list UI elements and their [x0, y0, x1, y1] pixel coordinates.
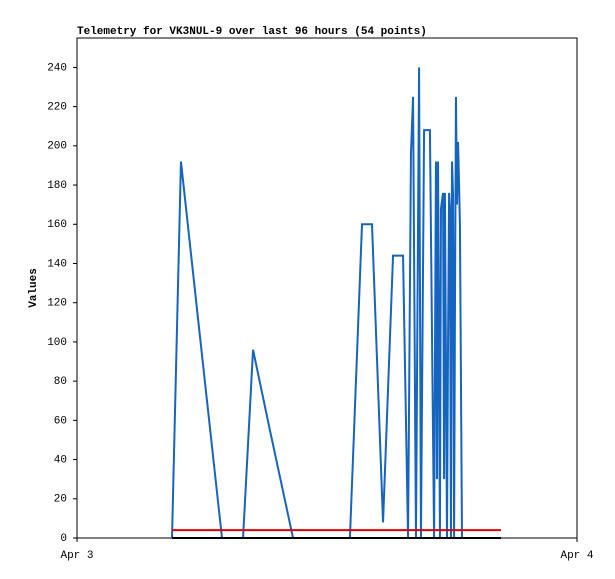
y-tick-label: 180 [47, 180, 67, 192]
y-tick-label: 240 [47, 62, 67, 74]
y-tick-label: 80 [54, 376, 67, 388]
y-tick-label: 20 [54, 494, 67, 506]
y-tick-label: 120 [47, 298, 67, 310]
y-tick-label: 140 [47, 258, 67, 270]
y-tick-label: 100 [47, 337, 67, 349]
y-tick-label: 160 [47, 219, 67, 231]
y-tick-label: 0 [60, 533, 67, 545]
chart-title: Telemetry for VK3NUL-9 over last 96 hour… [77, 26, 427, 38]
y-tick-label: 220 [47, 102, 67, 114]
y-axis-label: Values [28, 268, 40, 308]
y-tick-label: 200 [47, 141, 67, 153]
y-tick-label: 60 [54, 415, 67, 427]
x-tick-label: Apr 3 [60, 550, 93, 562]
y-tick-label: 40 [54, 454, 67, 466]
x-tick-label: Apr 4 [560, 550, 593, 562]
